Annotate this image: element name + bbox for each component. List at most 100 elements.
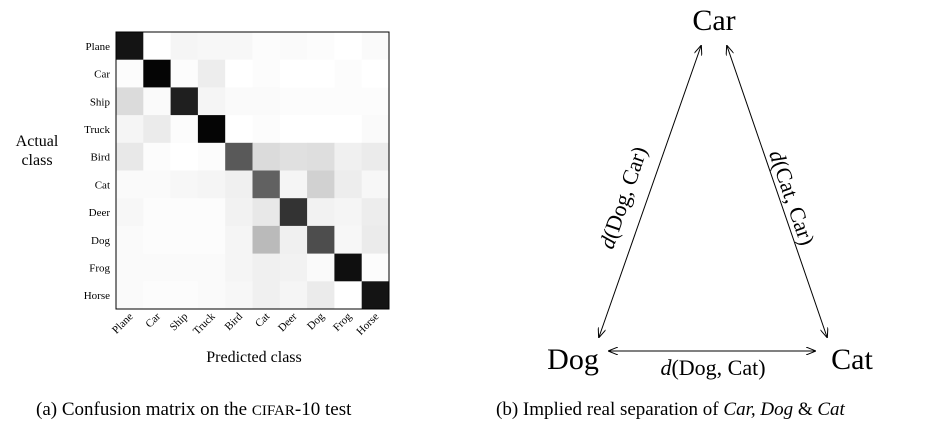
x-tick-labels: Plane Car Ship Truck Bird Cat Deer Dog Frog Horse (110, 310, 382, 337)
caption-a-prefix: (a) Confusion matrix on the (36, 399, 252, 420)
heatmap-cell-frog-plane (116, 253, 144, 282)
heatmap-cell-plane-deer (279, 32, 308, 61)
y-tick-label: Bird (90, 152, 110, 164)
edge-dog-car-label: d(Dog, Car) (594, 143, 652, 252)
caption-b: (b) Implied real separation of Car, Dog … (496, 399, 846, 420)
caption-b-amp: & (793, 399, 817, 420)
heatmap-cell-horse-horse (361, 281, 390, 310)
caption-b-prefix: (b) Implied real separation of (496, 399, 723, 420)
heatmap-cell-bird-dog (307, 142, 335, 171)
x-tick-label: Car (143, 310, 163, 330)
heatmap-cell-deer-frog (334, 198, 363, 227)
heatmap-cell-truck-ship (170, 115, 199, 144)
heatmap-cell-dog-dog (307, 225, 335, 254)
heatmap-cell-dog-ship (170, 225, 199, 254)
heatmap-cell-ship-car (143, 87, 171, 116)
heatmap-cell-deer-bird (225, 198, 253, 227)
heatmap-cell-horse-truck (197, 281, 226, 310)
heatmap-cell-frog-dog (307, 253, 335, 282)
heatmap-cell-deer-cat (252, 198, 281, 227)
heatmap-frame (115, 31, 390, 310)
heatmap-cell-horse-dog (307, 281, 335, 310)
heatmap-cell-horse-plane (116, 281, 144, 310)
heatmap-cell-dog-deer (279, 225, 308, 254)
y-axis-title-line1: Actual (16, 133, 59, 150)
x-tick-label: Dog (305, 310, 327, 332)
heatmap-cell-deer-plane (116, 198, 144, 227)
heatmap-cell-bird-truck (197, 142, 226, 171)
heatmap-cell-cat-dog (307, 170, 335, 199)
x-tick-label: Ship (168, 310, 191, 333)
y-tick-label: Truck (84, 124, 110, 136)
heatmap-cell-ship-cat (252, 87, 281, 116)
y-tick-label: Frog (89, 262, 110, 274)
heatmap-cell-frog-bird (225, 253, 253, 282)
heatmap-cell-frog-frog (334, 253, 363, 282)
x-tick-label: Truck (191, 310, 218, 337)
x-tick-label: Horse (354, 311, 381, 338)
separation-diagram-panel: Car Dog Cat d(Dog, Car) d(Cat, Car) d(Do… (496, 4, 873, 420)
heatmap-cell-plane-truck (197, 32, 226, 61)
x-tick-label: Cat (253, 311, 272, 330)
y-tick-label: Plane (86, 41, 111, 53)
heatmap-cell-car-cat (252, 59, 281, 88)
node-car: Car (692, 4, 735, 37)
heatmap-cell-dog-car (143, 225, 171, 254)
heatmap-cell-cat-plane (116, 170, 144, 199)
heatmap-cell-dog-horse (361, 225, 390, 254)
edge-dog-cat-args: (Dog, Cat) (671, 355, 765, 380)
heatmap-cell-bird-ship (170, 142, 199, 171)
heatmap-cell-truck-dog (307, 115, 335, 144)
heatmap-cell-ship-truck (197, 87, 226, 116)
heatmap-cell-ship-dog (307, 87, 335, 116)
y-axis-title-line2: class (21, 152, 52, 169)
heatmap-cell-truck-plane (116, 115, 144, 144)
heatmap-cell-truck-car (143, 115, 171, 144)
heatmap-cell-plane-car (143, 32, 171, 61)
heatmap-cell-bird-bird (225, 142, 253, 171)
heatmap-cell-frog-truck (197, 253, 226, 282)
edge-dog-car-args: (Dog, Car) (597, 143, 652, 241)
heatmap-cell-car-deer (279, 59, 308, 88)
heatmap-cell-car-dog (307, 59, 335, 88)
heatmap-cell-plane-dog (307, 32, 335, 61)
heatmap-cell-cat-cat (252, 170, 281, 199)
heatmap-cell-frog-ship (170, 253, 199, 282)
heatmap-cell-deer-ship (170, 198, 199, 227)
heatmap-cell-frog-car (143, 253, 171, 282)
x-tick-label: Frog (331, 310, 355, 334)
heatmap-cell-horse-car (143, 281, 171, 310)
y-tick-label: Cat (95, 179, 110, 191)
y-tick-label: Ship (90, 96, 111, 108)
x-tick-label: Deer (276, 310, 300, 334)
y-tick-label: Car (94, 69, 110, 81)
heatmap-cell-bird-plane (116, 142, 144, 171)
caption-b-last: Cat (817, 399, 845, 420)
edge-dog-car-arrow (599, 46, 701, 337)
heatmap-cell-truck-horse (361, 115, 390, 144)
heatmap-cell-plane-bird (225, 32, 253, 61)
x-tick-label: Bird (223, 310, 246, 333)
heatmap-cell-deer-horse (361, 198, 390, 227)
y-tick-labels: Plane Car Ship Truck Bird Cat Deer Dog Frog Horse (84, 41, 111, 302)
heatmap-cell-cat-ship (170, 170, 199, 199)
edge-cat-car-args: (Cat, Car) (768, 157, 820, 248)
heatmap-cell-ship-deer (279, 87, 308, 116)
edge-cat-car-arrow (727, 46, 827, 337)
heatmap-cell-truck-deer (279, 115, 308, 144)
heatmap-cell-cat-car (143, 170, 171, 199)
heatmap-cell-truck-frog (334, 115, 363, 144)
caption-a-dataset: CIFAR (252, 403, 295, 419)
heatmap-cell-truck-truck (197, 115, 226, 144)
heatmap-cell-cat-bird (225, 170, 253, 199)
heatmap-cell-deer-dog (307, 198, 335, 227)
heatmap-cell-ship-ship (170, 87, 199, 116)
heatmap-cell-plane-ship (170, 32, 199, 61)
heatmap-cell-dog-bird (225, 225, 253, 254)
edge-cat-car-label: d(Cat, Car) (764, 147, 820, 249)
node-cat: Cat (831, 343, 873, 376)
heatmap-cell-ship-plane (116, 87, 144, 116)
heatmap-cell-horse-frog (334, 281, 363, 310)
heatmap-cell-bird-car (143, 142, 171, 171)
